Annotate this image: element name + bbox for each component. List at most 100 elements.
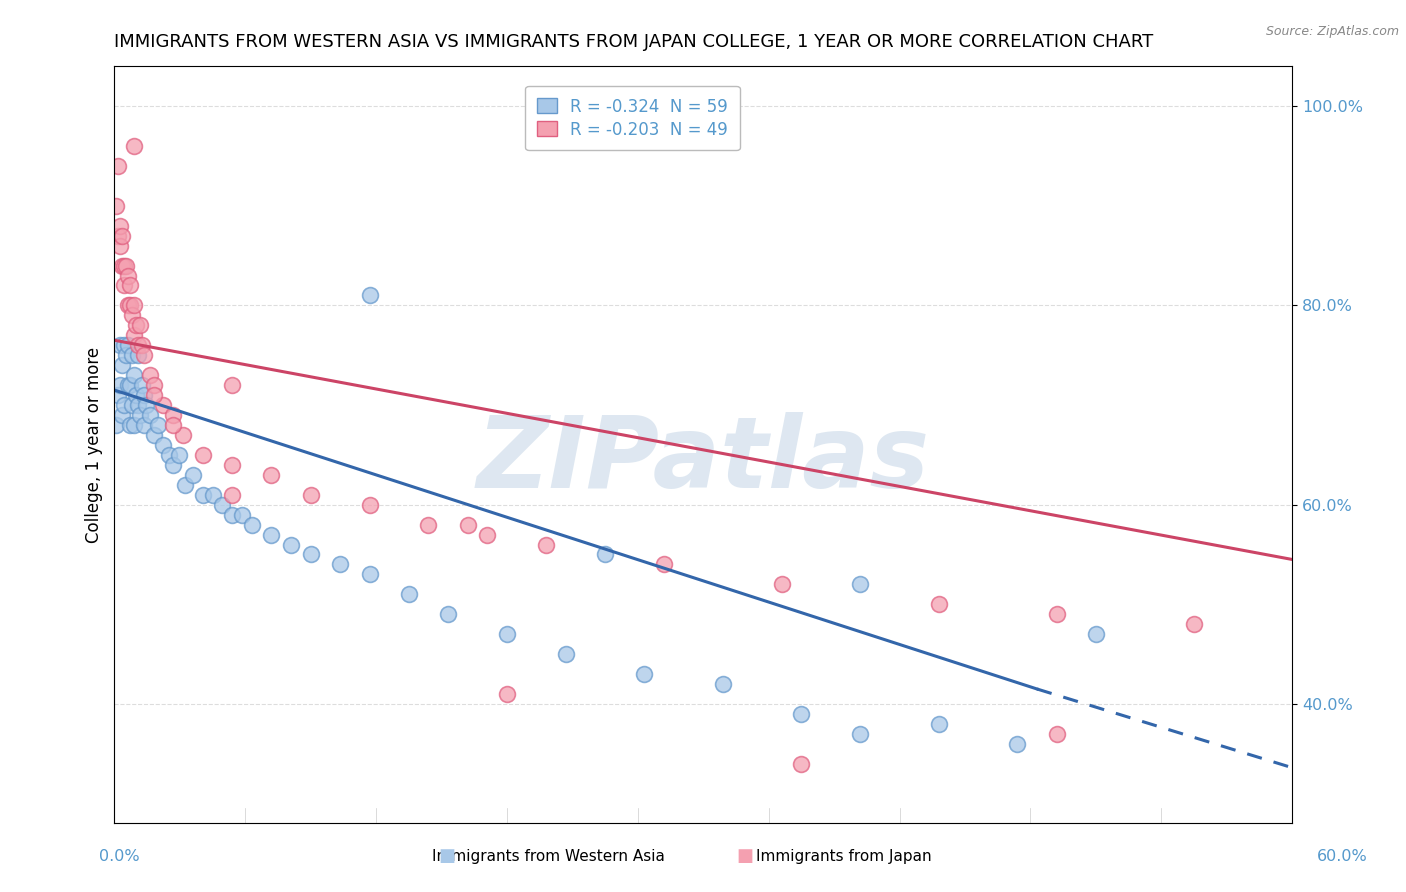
Point <box>221 488 243 502</box>
Point <box>131 338 153 352</box>
Text: Immigrants from Western Asia: Immigrants from Western Asia <box>432 849 665 863</box>
Point <box>112 398 135 412</box>
Point <box>107 228 129 243</box>
Point <box>120 417 142 432</box>
Point <box>299 488 322 502</box>
Text: IMMIGRANTS FROM WESTERN ASIA VS IMMIGRANTS FROM JAPAN COLLEGE, 1 YEAR OR MORE CO: IMMIGRANTS FROM WESTERN ASIA VS IMMIGRAN… <box>114 33 1154 51</box>
Point <box>633 667 655 681</box>
Point <box>496 627 519 641</box>
Point <box>127 338 149 352</box>
Point <box>359 288 381 302</box>
Point <box>652 558 675 572</box>
Point <box>221 508 243 522</box>
Point <box>112 338 135 352</box>
Point <box>554 647 576 661</box>
Point <box>231 508 253 522</box>
Point <box>1045 607 1067 622</box>
Point <box>162 417 184 432</box>
Legend: R = -0.324  N = 59, R = -0.203  N = 49: R = -0.324 N = 59, R = -0.203 N = 49 <box>526 86 740 151</box>
Point <box>127 398 149 412</box>
Point <box>1007 737 1029 751</box>
Point <box>132 417 155 432</box>
Text: ■: ■ <box>737 847 754 865</box>
Point <box>111 228 134 243</box>
Point <box>129 408 152 422</box>
Point <box>790 706 813 721</box>
Point <box>111 259 134 273</box>
Point <box>162 408 184 422</box>
Point <box>201 488 224 502</box>
Point <box>107 159 129 173</box>
Point <box>398 587 420 601</box>
Point <box>107 388 129 402</box>
Point <box>359 567 381 582</box>
Point <box>110 378 132 392</box>
Point <box>142 428 165 442</box>
Point <box>122 139 145 153</box>
Point <box>329 558 352 572</box>
Point <box>121 398 143 412</box>
Point <box>111 358 134 372</box>
Point <box>928 597 950 611</box>
Point <box>122 298 145 312</box>
Text: Source: ZipAtlas.com: Source: ZipAtlas.com <box>1265 25 1399 38</box>
Point <box>110 338 132 352</box>
Point <box>211 498 233 512</box>
Point <box>418 517 440 532</box>
Point <box>117 338 139 352</box>
Point <box>142 378 165 392</box>
Point <box>770 577 793 591</box>
Point <box>790 756 813 771</box>
Point <box>132 348 155 362</box>
Point <box>221 378 243 392</box>
Point <box>299 548 322 562</box>
Point <box>117 298 139 312</box>
Point <box>1182 617 1205 632</box>
Y-axis label: College, 1 year or more: College, 1 year or more <box>86 347 103 543</box>
Point <box>849 577 872 591</box>
Point <box>105 417 128 432</box>
Point <box>120 278 142 293</box>
Point <box>117 378 139 392</box>
Point <box>117 268 139 283</box>
Point <box>359 498 381 512</box>
Point <box>849 727 872 741</box>
Point <box>135 398 157 412</box>
Point <box>121 309 143 323</box>
Point <box>181 467 204 482</box>
Point <box>221 458 243 472</box>
Point <box>191 448 214 462</box>
Point <box>125 318 148 333</box>
Point <box>477 527 499 541</box>
Point <box>139 368 162 383</box>
Point <box>127 348 149 362</box>
Point <box>167 448 190 462</box>
Point <box>115 259 138 273</box>
Point <box>157 448 180 462</box>
Point <box>593 548 616 562</box>
Point <box>112 259 135 273</box>
Point <box>496 687 519 701</box>
Point <box>928 716 950 731</box>
Point <box>110 238 132 252</box>
Point <box>280 537 302 551</box>
Point <box>139 408 162 422</box>
Point <box>142 388 165 402</box>
Point <box>120 298 142 312</box>
Text: 0.0%: 0.0% <box>100 849 139 863</box>
Point <box>437 607 460 622</box>
Text: Immigrants from Japan: Immigrants from Japan <box>756 849 931 863</box>
Point <box>260 467 283 482</box>
Point <box>240 517 263 532</box>
Point <box>129 318 152 333</box>
Point <box>457 517 479 532</box>
Point <box>172 428 194 442</box>
Point <box>111 408 134 422</box>
Point <box>260 527 283 541</box>
Point <box>121 348 143 362</box>
Point <box>131 378 153 392</box>
Text: 60.0%: 60.0% <box>1317 849 1368 863</box>
Point <box>110 219 132 233</box>
Point <box>152 398 174 412</box>
Point <box>191 488 214 502</box>
